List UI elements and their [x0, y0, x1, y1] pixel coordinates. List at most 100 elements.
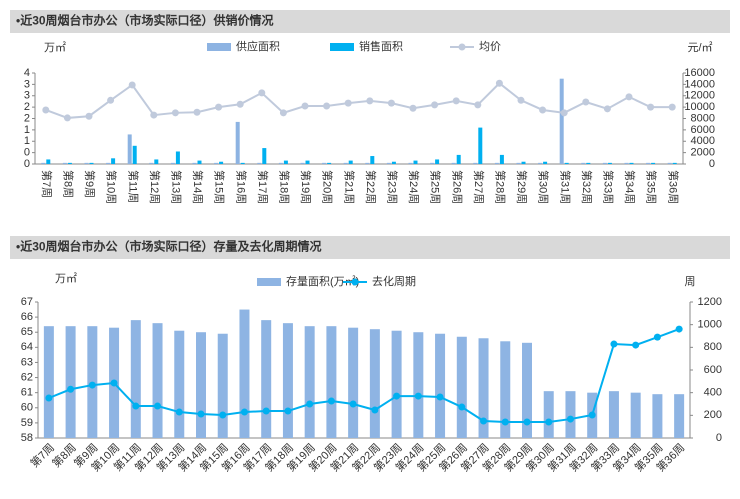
- bar: [282, 323, 293, 438]
- bar: [304, 326, 315, 438]
- bar: [322, 162, 327, 164]
- bar: [261, 320, 272, 438]
- chart-title: •近30周烟台市办公（市场实际口径）供销价情况: [16, 13, 274, 28]
- marker: [306, 400, 314, 408]
- bar: [652, 394, 663, 438]
- marker: [240, 408, 248, 416]
- y2-tick-label: 8000: [691, 112, 715, 124]
- y2-axis-label: 元/㎡: [687, 41, 712, 54]
- y-tick-label: 62: [21, 371, 33, 383]
- x-tick-label: 第30周: [537, 170, 551, 204]
- bar: [586, 162, 591, 164]
- line: [45, 81, 673, 119]
- bar: [305, 160, 310, 164]
- bar: [435, 159, 440, 164]
- bar: [239, 309, 250, 438]
- x-tick-label: 第26周: [450, 170, 464, 204]
- marker: [436, 393, 444, 401]
- marker: [588, 411, 596, 419]
- y2-tick-label: 14000: [684, 78, 715, 90]
- title-bar: [10, 10, 730, 33]
- bar: [494, 162, 499, 164]
- y2-tick-label: 800: [704, 341, 722, 353]
- x-tick-label: 第31周: [558, 170, 572, 204]
- x-tick-label: 第7周: [40, 170, 54, 198]
- marker: [675, 325, 683, 333]
- bar: [581, 162, 586, 164]
- bar: [516, 162, 521, 164]
- marker: [301, 102, 309, 110]
- x-tick-label: 第27周: [472, 170, 486, 204]
- y-tick-label: 60: [21, 402, 33, 414]
- y2-tick-label: 12000: [684, 90, 715, 102]
- marker: [582, 98, 590, 106]
- x-tick-label: 第29周: [515, 170, 529, 204]
- bar: [196, 332, 206, 438]
- bar: [365, 162, 370, 164]
- x-tick-label: 第23周: [385, 170, 399, 204]
- marker: [501, 418, 509, 426]
- marker: [107, 96, 115, 104]
- marker: [327, 397, 335, 405]
- bar: [41, 162, 46, 164]
- x-tick-label: 第17周: [256, 170, 270, 204]
- bar: [283, 160, 288, 164]
- y2-tick-label: 400: [704, 387, 722, 399]
- y-tick-label: 0: [24, 147, 30, 159]
- bar: [408, 162, 413, 164]
- marker: [154, 402, 162, 410]
- legend-label: 销售面积: [359, 39, 403, 53]
- marker: [132, 402, 140, 410]
- marker: [88, 381, 96, 389]
- y2-tick-label: 600: [704, 364, 722, 376]
- bar: [543, 391, 554, 438]
- marker: [387, 99, 395, 107]
- y2-tick-label: 2000: [691, 147, 715, 159]
- marker: [610, 340, 618, 348]
- y2-tick-label: 6000: [691, 124, 715, 136]
- y-tick-label: 64: [21, 341, 33, 353]
- bar: [197, 160, 202, 164]
- bar: [473, 162, 478, 164]
- bar: [624, 162, 629, 164]
- marker: [63, 114, 71, 122]
- bar: [667, 162, 672, 164]
- y-tick-label: 2: [24, 101, 30, 113]
- x-tick-label: 第20周: [321, 170, 335, 204]
- bar: [413, 160, 418, 164]
- marker: [262, 407, 270, 415]
- bar: [130, 320, 141, 438]
- marker: [560, 109, 568, 117]
- bar: [326, 326, 337, 438]
- y2-tick-label: 0: [716, 432, 722, 444]
- x-tick-label: 第28周: [493, 170, 507, 204]
- legend-label: 存量面积(万㎡): [286, 274, 359, 288]
- y-tick-label: 1: [24, 124, 30, 136]
- marker: [85, 112, 93, 120]
- y-tick-label: 66: [21, 311, 33, 323]
- legend-label: 供应面积: [236, 39, 280, 53]
- bar: [386, 162, 391, 164]
- x-tick-label: 第36周: [666, 170, 680, 204]
- y2-tick-label: 1200: [698, 296, 722, 308]
- bar: [370, 156, 375, 164]
- marker: [566, 415, 574, 423]
- marker: [110, 379, 118, 387]
- bar: [435, 333, 446, 438]
- bar: [413, 332, 424, 438]
- x-tick-label: 第8周: [49, 440, 79, 470]
- bar: [43, 326, 54, 438]
- y-axis-label: 万㎡: [44, 41, 66, 54]
- bar: [608, 391, 619, 438]
- bar: [67, 162, 72, 164]
- marker: [452, 97, 460, 105]
- bar: [348, 160, 353, 164]
- marker: [371, 406, 379, 414]
- bar: [538, 162, 543, 164]
- bar: [391, 330, 402, 438]
- bar: [500, 341, 511, 438]
- bar: [192, 162, 197, 164]
- marker: [197, 410, 205, 418]
- bar: [456, 154, 461, 164]
- bar: [451, 162, 456, 164]
